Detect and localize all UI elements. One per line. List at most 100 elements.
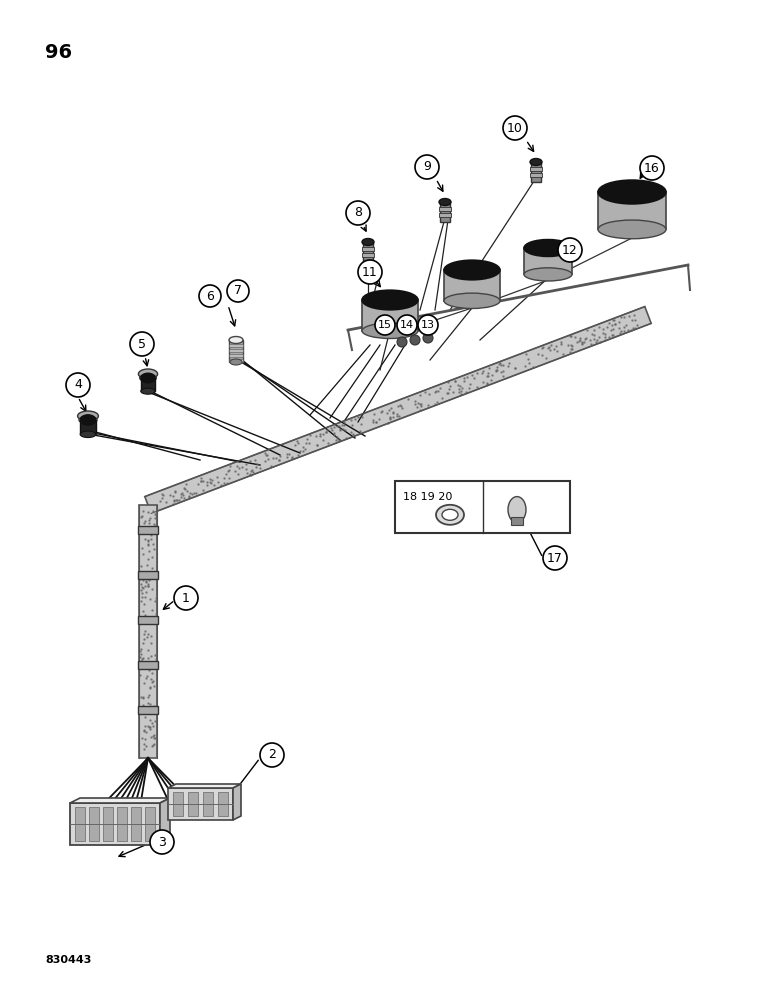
Text: 7: 7 xyxy=(234,284,242,298)
Polygon shape xyxy=(160,798,170,845)
Bar xyxy=(511,517,523,525)
Circle shape xyxy=(66,373,90,397)
Bar xyxy=(141,378,155,391)
Circle shape xyxy=(375,315,395,335)
Bar xyxy=(531,162,541,182)
Text: 8: 8 xyxy=(354,207,362,220)
Ellipse shape xyxy=(444,293,500,308)
Bar xyxy=(229,340,243,362)
Circle shape xyxy=(227,280,249,302)
Text: 3: 3 xyxy=(158,836,166,848)
Bar xyxy=(444,270,500,301)
Circle shape xyxy=(397,315,417,335)
Ellipse shape xyxy=(442,509,458,520)
Text: 96: 96 xyxy=(45,42,72,62)
Bar xyxy=(138,616,158,624)
Ellipse shape xyxy=(138,369,158,379)
Bar xyxy=(89,807,99,841)
Bar xyxy=(75,807,85,841)
Bar xyxy=(138,571,158,579)
Bar xyxy=(530,173,542,177)
Text: 9: 9 xyxy=(423,160,431,174)
Circle shape xyxy=(397,337,407,347)
Circle shape xyxy=(346,201,370,225)
Bar xyxy=(439,207,451,211)
Bar xyxy=(229,359,243,362)
Bar xyxy=(168,788,233,820)
Bar xyxy=(138,661,158,669)
Ellipse shape xyxy=(362,323,418,338)
Text: 14: 14 xyxy=(400,320,414,330)
Bar xyxy=(131,807,141,841)
Bar xyxy=(598,192,666,229)
Text: 15: 15 xyxy=(378,320,392,330)
Circle shape xyxy=(423,333,433,343)
Ellipse shape xyxy=(598,220,666,239)
Text: 1: 1 xyxy=(182,591,190,604)
Ellipse shape xyxy=(141,388,155,394)
Ellipse shape xyxy=(80,431,96,438)
Bar xyxy=(439,213,451,217)
Ellipse shape xyxy=(524,268,572,281)
Circle shape xyxy=(150,830,174,854)
Ellipse shape xyxy=(141,373,155,383)
Bar xyxy=(362,300,418,331)
Circle shape xyxy=(174,586,198,610)
Text: 18 19 20: 18 19 20 xyxy=(403,492,452,502)
Bar xyxy=(218,792,228,816)
Circle shape xyxy=(410,335,420,345)
Bar xyxy=(145,807,155,841)
Ellipse shape xyxy=(77,411,98,421)
Text: 17: 17 xyxy=(547,552,563,564)
Bar xyxy=(117,807,127,841)
Text: 10: 10 xyxy=(507,121,523,134)
Bar xyxy=(229,344,243,347)
Text: 830443: 830443 xyxy=(45,955,91,965)
Bar xyxy=(530,167,542,171)
Polygon shape xyxy=(139,505,157,758)
Circle shape xyxy=(640,156,664,180)
Bar xyxy=(188,792,198,816)
Bar xyxy=(70,803,160,845)
Circle shape xyxy=(543,546,567,570)
Circle shape xyxy=(358,260,382,284)
Bar xyxy=(362,247,374,251)
Polygon shape xyxy=(233,784,241,820)
Ellipse shape xyxy=(229,336,243,344)
Bar xyxy=(80,420,96,434)
Text: 4: 4 xyxy=(74,378,82,391)
Ellipse shape xyxy=(439,198,451,206)
Ellipse shape xyxy=(508,497,526,523)
Circle shape xyxy=(199,285,221,307)
Text: 2: 2 xyxy=(268,748,276,762)
Text: 13: 13 xyxy=(421,320,435,330)
Bar xyxy=(203,792,213,816)
Bar xyxy=(440,202,450,222)
Ellipse shape xyxy=(598,180,666,204)
Bar xyxy=(229,349,243,352)
Bar xyxy=(138,526,158,534)
Circle shape xyxy=(415,155,439,179)
Circle shape xyxy=(418,315,438,335)
Circle shape xyxy=(130,332,154,356)
Ellipse shape xyxy=(140,374,157,382)
Polygon shape xyxy=(168,784,241,788)
Bar xyxy=(524,248,572,274)
Circle shape xyxy=(503,116,527,140)
Ellipse shape xyxy=(436,505,464,525)
Ellipse shape xyxy=(530,158,542,165)
Bar xyxy=(362,253,374,257)
Bar xyxy=(229,354,243,357)
Text: 5: 5 xyxy=(138,338,146,351)
Bar xyxy=(173,792,183,816)
Ellipse shape xyxy=(80,415,96,425)
Ellipse shape xyxy=(362,238,374,245)
Text: 11: 11 xyxy=(362,265,378,278)
Circle shape xyxy=(260,743,284,767)
Bar xyxy=(103,807,113,841)
Bar xyxy=(395,481,570,533)
Ellipse shape xyxy=(230,359,242,365)
Bar xyxy=(138,706,158,714)
Ellipse shape xyxy=(79,416,97,424)
Circle shape xyxy=(558,238,582,262)
